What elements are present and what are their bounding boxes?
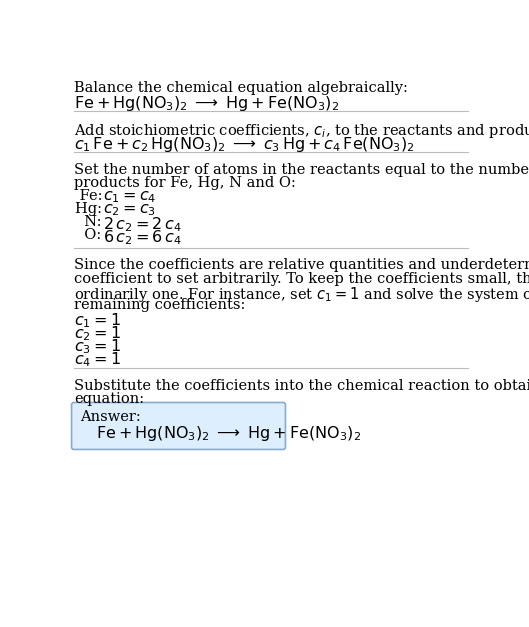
Text: $6\, c_2 = 6\, c_4$: $6\, c_2 = 6\, c_4$: [103, 228, 182, 247]
Text: $c_2 = c_3$: $c_2 = c_3$: [103, 203, 156, 218]
Text: $c_2 = 1$: $c_2 = 1$: [74, 324, 121, 342]
Text: coefficient to set arbitrarily. To keep the coefficients small, the arbitrary va: coefficient to set arbitrarily. To keep …: [74, 271, 529, 285]
Text: equation:: equation:: [74, 392, 144, 406]
Text: O:: O:: [76, 228, 106, 243]
Text: $c_1 = 1$: $c_1 = 1$: [74, 311, 121, 330]
Text: $c_1 = c_4$: $c_1 = c_4$: [103, 189, 157, 205]
Text: Add stoichiometric coefficients, $c_i$, to the reactants and products:: Add stoichiometric coefficients, $c_i$, …: [74, 122, 529, 140]
Text: Substitute the coefficients into the chemical reaction to obtain the balanced: Substitute the coefficients into the che…: [74, 379, 529, 393]
Text: remaining coefficients:: remaining coefficients:: [74, 298, 245, 312]
Text: $c_3 = 1$: $c_3 = 1$: [74, 337, 121, 356]
Text: N:: N:: [76, 216, 106, 229]
Text: ordinarily one. For instance, set $c_1 = 1$ and solve the system of equations fo: ordinarily one. For instance, set $c_1 =…: [74, 285, 529, 303]
Text: Answer:: Answer:: [80, 410, 141, 424]
Text: products for Fe, Hg, N and O:: products for Fe, Hg, N and O:: [74, 176, 296, 190]
FancyBboxPatch shape: [71, 403, 286, 450]
Text: $2\, c_2 = 2\, c_4$: $2\, c_2 = 2\, c_4$: [103, 216, 182, 234]
Text: $\mathrm{Fe + Hg(NO_3)_2 \;\longrightarrow\; Hg + Fe(NO_3)_2}$: $\mathrm{Fe + Hg(NO_3)_2 \;\longrightarr…: [96, 424, 361, 443]
Text: $c_1\, \mathrm{Fe} + c_2\, \mathrm{Hg(NO_3)_2} \;\longrightarrow\; c_3\, \mathrm: $c_1\, \mathrm{Fe} + c_2\, \mathrm{Hg(NO…: [74, 135, 415, 154]
Text: $c_4 = 1$: $c_4 = 1$: [74, 350, 121, 369]
Text: $\mathrm{Fe + Hg(NO_3)_2 \;\longrightarrow\; Hg + Fe(NO_3)_2}$: $\mathrm{Fe + Hg(NO_3)_2 \;\longrightarr…: [74, 95, 339, 113]
Text: Fe:: Fe:: [76, 189, 107, 203]
Text: Set the number of atoms in the reactants equal to the number of atoms in the: Set the number of atoms in the reactants…: [74, 163, 529, 177]
Text: Hg:: Hg:: [76, 203, 107, 216]
Text: Since the coefficients are relative quantities and underdetermined, choose a: Since the coefficients are relative quan…: [74, 258, 529, 273]
Text: Balance the chemical equation algebraically:: Balance the chemical equation algebraica…: [74, 82, 408, 95]
